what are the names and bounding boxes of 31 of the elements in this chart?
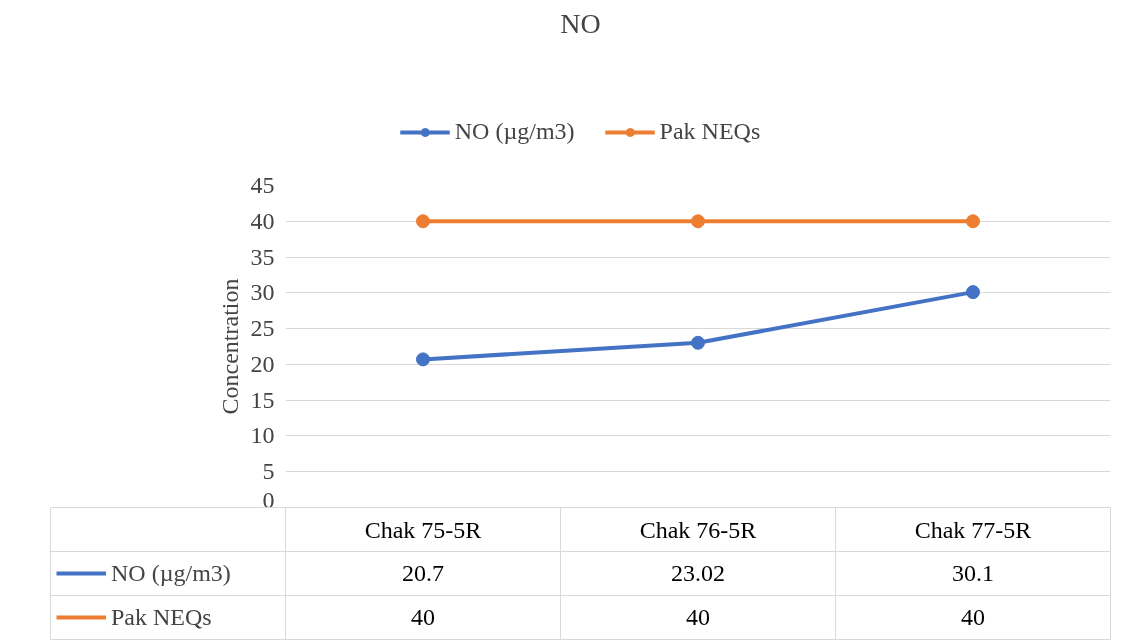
point	[966, 285, 980, 300]
x-tick-label: Chak 75-5R	[364, 516, 482, 543]
data-label: 40	[411, 604, 435, 630]
data-label: 23.02	[671, 560, 725, 586]
y-tick-label: 0	[262, 486, 275, 513]
chart-title: NO	[560, 7, 601, 39]
point	[416, 352, 430, 367]
x-tick-label: Chak 77-5R	[914, 516, 1032, 543]
x-tick-label: Chak 76-5R	[639, 516, 757, 543]
point	[416, 214, 430, 229]
point	[966, 214, 980, 229]
y-tick-label: 20	[250, 350, 275, 377]
y-tick-label: 15	[250, 386, 275, 413]
point	[691, 214, 705, 229]
data-label: 40	[961, 604, 985, 630]
point	[691, 335, 705, 350]
text: NO (µg/m3)	[111, 559, 231, 586]
y-tick-label: 25	[250, 315, 275, 342]
y-tick-label: 30	[250, 279, 275, 306]
y-tick-label: 35	[250, 243, 275, 270]
y-tick-label: 45	[250, 172, 275, 198]
y-axis-title: Concentration	[216, 278, 243, 415]
y-tick-label: 40	[250, 207, 275, 234]
data-label: 40	[686, 604, 710, 630]
data-label: 20.7	[402, 560, 444, 586]
y-tick-label: 10	[250, 422, 275, 449]
text: Pak NEQs	[111, 603, 212, 630]
y-tick-label: 5	[262, 458, 275, 485]
data-label: 30.1	[952, 560, 994, 586]
legend-label: NO (µg/m3)	[454, 118, 575, 145]
legend-label: Pak NEQs	[659, 118, 761, 145]
